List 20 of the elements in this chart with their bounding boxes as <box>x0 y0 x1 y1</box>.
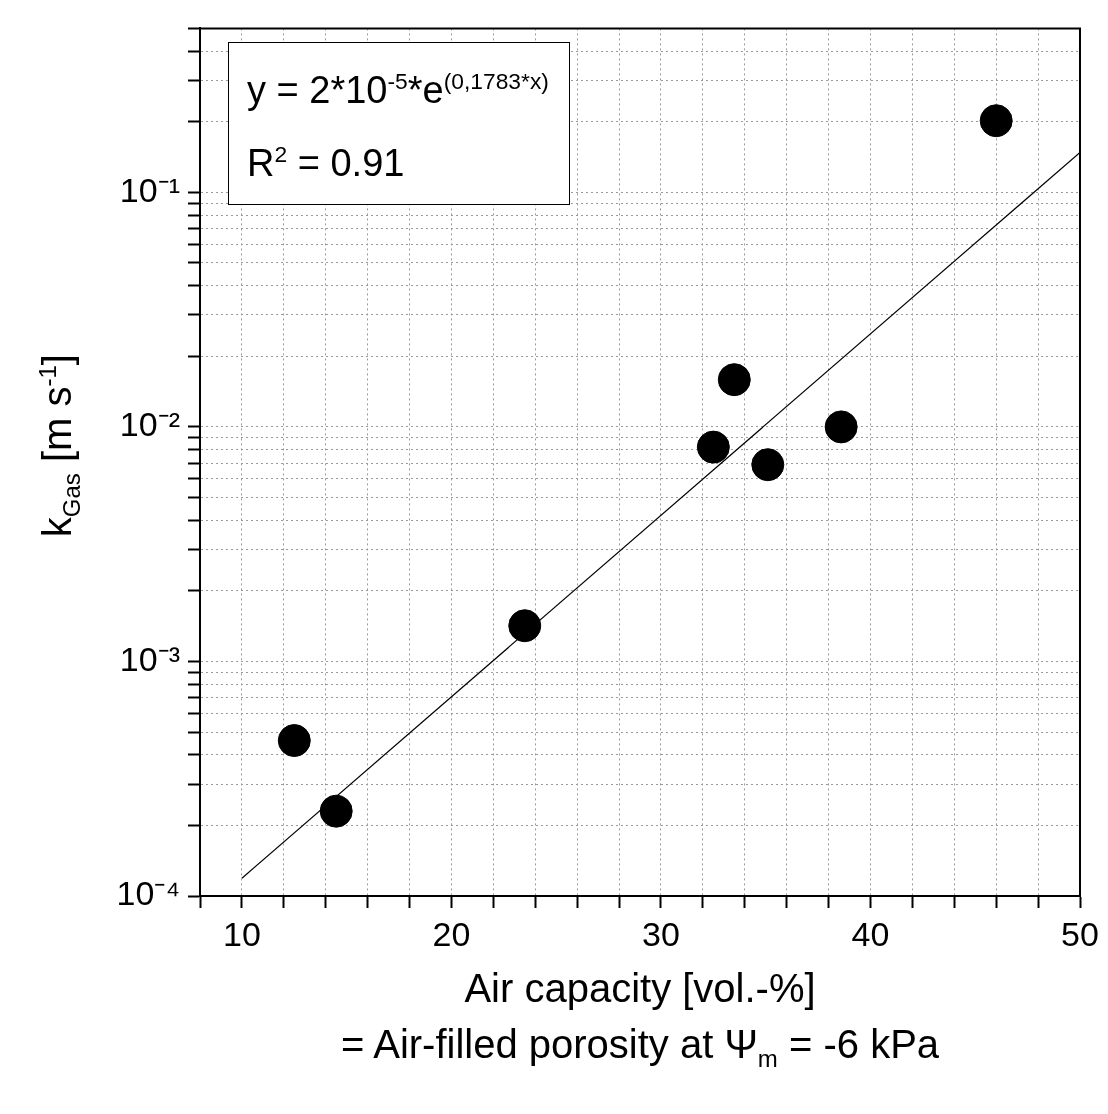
x-tick-label: 20 <box>432 914 471 953</box>
x-tick-label: 10 <box>222 914 261 953</box>
x-tick-label: 50 <box>1061 914 1099 953</box>
annotation: y = 2*10$^{-5}$*e$^{(0,1783*x)}$ <box>247 68 549 111</box>
point <box>696 430 730 464</box>
x-axis-title: Air capacity [vol.-%] = Air-filled porosity at Ψ$_{m}$ = -6 kPa <box>339 965 941 1074</box>
x-tick-label: 30 <box>642 914 680 953</box>
annotation: R$^{2}$ = 0.91 <box>247 140 405 184</box>
point <box>751 448 785 482</box>
y-tick-label: 10⁻² <box>119 405 180 444</box>
point <box>979 104 1013 138</box>
point <box>277 724 311 758</box>
point <box>717 363 751 397</box>
point <box>319 794 353 828</box>
point <box>824 410 858 444</box>
y-tick-label: 10⁻¹ <box>119 170 180 209</box>
y-tick-label: 10⁻⁴ <box>116 874 180 913</box>
y-tick-label: 10⁻³ <box>119 639 180 678</box>
point <box>508 609 542 643</box>
x-tick-label: 40 <box>851 914 890 953</box>
